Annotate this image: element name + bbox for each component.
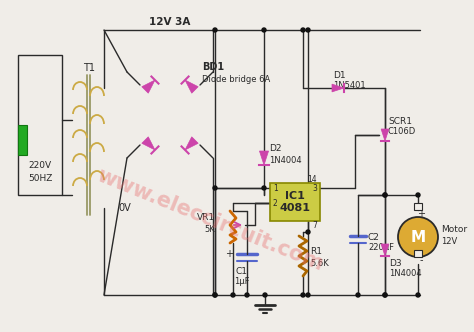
Circle shape: [416, 293, 420, 297]
Circle shape: [398, 217, 438, 257]
Text: 5.6K: 5.6K: [310, 260, 329, 269]
Polygon shape: [332, 84, 344, 92]
Text: M: M: [410, 229, 426, 244]
Circle shape: [301, 293, 305, 297]
Polygon shape: [381, 129, 389, 141]
FancyBboxPatch shape: [414, 250, 422, 257]
Text: C2: C2: [368, 233, 380, 242]
Text: BD1: BD1: [202, 62, 224, 72]
Text: 4081: 4081: [280, 203, 310, 213]
Circle shape: [263, 293, 267, 297]
Circle shape: [356, 293, 360, 297]
Text: D3: D3: [389, 260, 401, 269]
Text: 12V 3A: 12V 3A: [149, 17, 191, 27]
Circle shape: [306, 230, 310, 234]
Circle shape: [416, 193, 420, 197]
Text: 220μF: 220μF: [368, 242, 394, 252]
FancyBboxPatch shape: [18, 55, 62, 195]
Polygon shape: [142, 137, 155, 150]
Circle shape: [213, 28, 217, 32]
Circle shape: [213, 186, 217, 190]
Text: VR1: VR1: [197, 212, 215, 221]
Text: 14: 14: [307, 175, 317, 184]
Circle shape: [245, 293, 249, 297]
Text: 0V: 0V: [118, 203, 131, 213]
Circle shape: [383, 293, 387, 297]
Circle shape: [306, 293, 310, 297]
Circle shape: [301, 28, 305, 32]
Circle shape: [383, 293, 387, 297]
FancyBboxPatch shape: [18, 125, 27, 155]
Circle shape: [262, 186, 266, 190]
Text: 1N4004: 1N4004: [269, 155, 301, 164]
Text: 5K: 5K: [204, 224, 215, 233]
Text: 50HZ: 50HZ: [28, 174, 52, 183]
Circle shape: [383, 193, 387, 197]
Text: C106D: C106D: [388, 126, 416, 135]
Text: 1N4004: 1N4004: [389, 270, 422, 279]
Polygon shape: [185, 80, 198, 93]
Text: Diode bridge 6A: Diode bridge 6A: [202, 74, 270, 84]
Circle shape: [213, 293, 217, 297]
Text: SCR1: SCR1: [388, 117, 412, 125]
Text: www.eleccircuit.com: www.eleccircuit.com: [94, 165, 326, 275]
Text: C1: C1: [236, 268, 248, 277]
Circle shape: [231, 293, 235, 297]
Text: 220V: 220V: [28, 160, 52, 170]
Text: 1N5401: 1N5401: [333, 80, 365, 90]
Circle shape: [306, 28, 310, 32]
Polygon shape: [381, 244, 389, 256]
FancyBboxPatch shape: [270, 183, 320, 221]
Text: 1: 1: [273, 184, 278, 193]
Text: 1μF: 1μF: [234, 278, 250, 287]
Polygon shape: [259, 151, 269, 165]
Text: 2: 2: [273, 199, 278, 208]
Circle shape: [262, 28, 266, 32]
Text: D2: D2: [269, 143, 282, 152]
Text: +: +: [225, 249, 233, 259]
Text: IC1: IC1: [285, 191, 305, 201]
Text: +: +: [417, 209, 425, 219]
Text: 3: 3: [312, 184, 317, 193]
Text: 12V: 12V: [441, 237, 457, 246]
Polygon shape: [142, 80, 155, 93]
Text: T1: T1: [83, 63, 95, 73]
Circle shape: [213, 293, 217, 297]
Text: -: -: [419, 255, 423, 265]
Text: R1: R1: [310, 247, 322, 257]
FancyBboxPatch shape: [414, 203, 422, 210]
Text: D1: D1: [333, 70, 346, 79]
Polygon shape: [185, 137, 198, 150]
Text: 7: 7: [312, 220, 317, 229]
Circle shape: [383, 193, 387, 197]
Text: Motor: Motor: [441, 225, 467, 234]
